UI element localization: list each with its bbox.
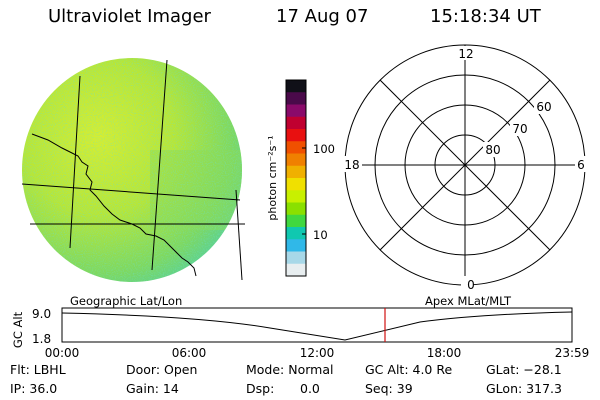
altitude-ytick-9: 9.0	[32, 307, 51, 321]
colorbar-swatch	[286, 129, 306, 142]
mode-readout: Mode: Normal	[246, 362, 334, 377]
polar-ring-80: 80	[485, 143, 500, 157]
auroral-image	[21, 58, 245, 282]
colorbar-swatch	[286, 153, 306, 167]
colorbar-tick-100: 100	[313, 142, 335, 156]
glon-readout: GLon: 317.3	[486, 381, 562, 396]
colorbar-swatch	[286, 92, 306, 106]
polar-label-18: 18	[344, 158, 359, 172]
gain-readout: Gain: 14	[126, 381, 179, 396]
door-readout: Door: Open	[126, 362, 198, 377]
colorbar-tick-10: 10	[313, 228, 328, 242]
polar-label-0: 0	[467, 278, 475, 290]
dsp-value: 0.0	[300, 381, 320, 396]
colorbar-swatch	[286, 141, 306, 155]
gc-alt-readout: GC Alt: 4.0 Re	[365, 362, 453, 377]
dsp-label: Dsp:	[246, 381, 275, 396]
colorbar-swatch	[286, 80, 306, 93]
colorbar-swatch	[286, 251, 306, 265]
polar-ring-70: 70	[512, 122, 527, 136]
xtick-1800: 18:00	[427, 346, 462, 358]
colorbar-swatch	[286, 104, 306, 118]
filter-readout: Flt: LBHL	[10, 362, 66, 377]
polar-grid: 12 0 18 6 60 70 80	[342, 44, 587, 290]
polar-ring-60: 60	[536, 100, 551, 114]
colorbar-swatch	[286, 239, 306, 253]
colorbar-swatch	[286, 190, 306, 204]
colorbar-swatch	[286, 214, 306, 228]
altitude-ytick-1.8: 1.8	[32, 332, 51, 346]
geographic-caption: Geographic Lat/Lon	[70, 294, 183, 308]
apex-caption: Apex MLat/MLT	[425, 294, 512, 308]
glat-readout: GLat: −28.1	[486, 362, 562, 377]
date-label: 17 Aug 07	[276, 6, 369, 27]
altitude-curve	[61, 311, 573, 341]
colorbar-swatch	[286, 178, 306, 191]
colorbar-swatch	[286, 116, 306, 130]
time-label: 15:18:34 UT	[430, 6, 541, 27]
xtick-2359: 23:59	[555, 346, 590, 358]
colorbar-swatch	[286, 227, 306, 240]
colorbar-unit-label: photon cm⁻²s⁻¹	[266, 135, 279, 220]
colorbar: photon cm⁻²s⁻¹	[266, 79, 307, 277]
polar-label-12: 12	[458, 47, 473, 61]
polar-label-6: 6	[577, 158, 585, 172]
xtick-0600: 06:00	[172, 346, 207, 358]
instrument-title: Ultraviolet Imager	[48, 6, 211, 27]
xtick-0000: 00:00	[45, 346, 80, 358]
xtick-1200: 12:00	[300, 346, 335, 358]
colorbar-swatch	[286, 263, 306, 277]
colorbar-swatch	[286, 202, 306, 216]
altitude-ylabel: GC Alt	[11, 311, 25, 348]
colorbar-swatch	[286, 165, 306, 179]
altitude-plot: GC Alt 9.0 1.8 00:00 06:00 12:00 18:00 2…	[11, 307, 590, 358]
ip-readout: IP: 36.0	[10, 381, 58, 396]
seq-readout: Seq: 39	[365, 381, 413, 396]
